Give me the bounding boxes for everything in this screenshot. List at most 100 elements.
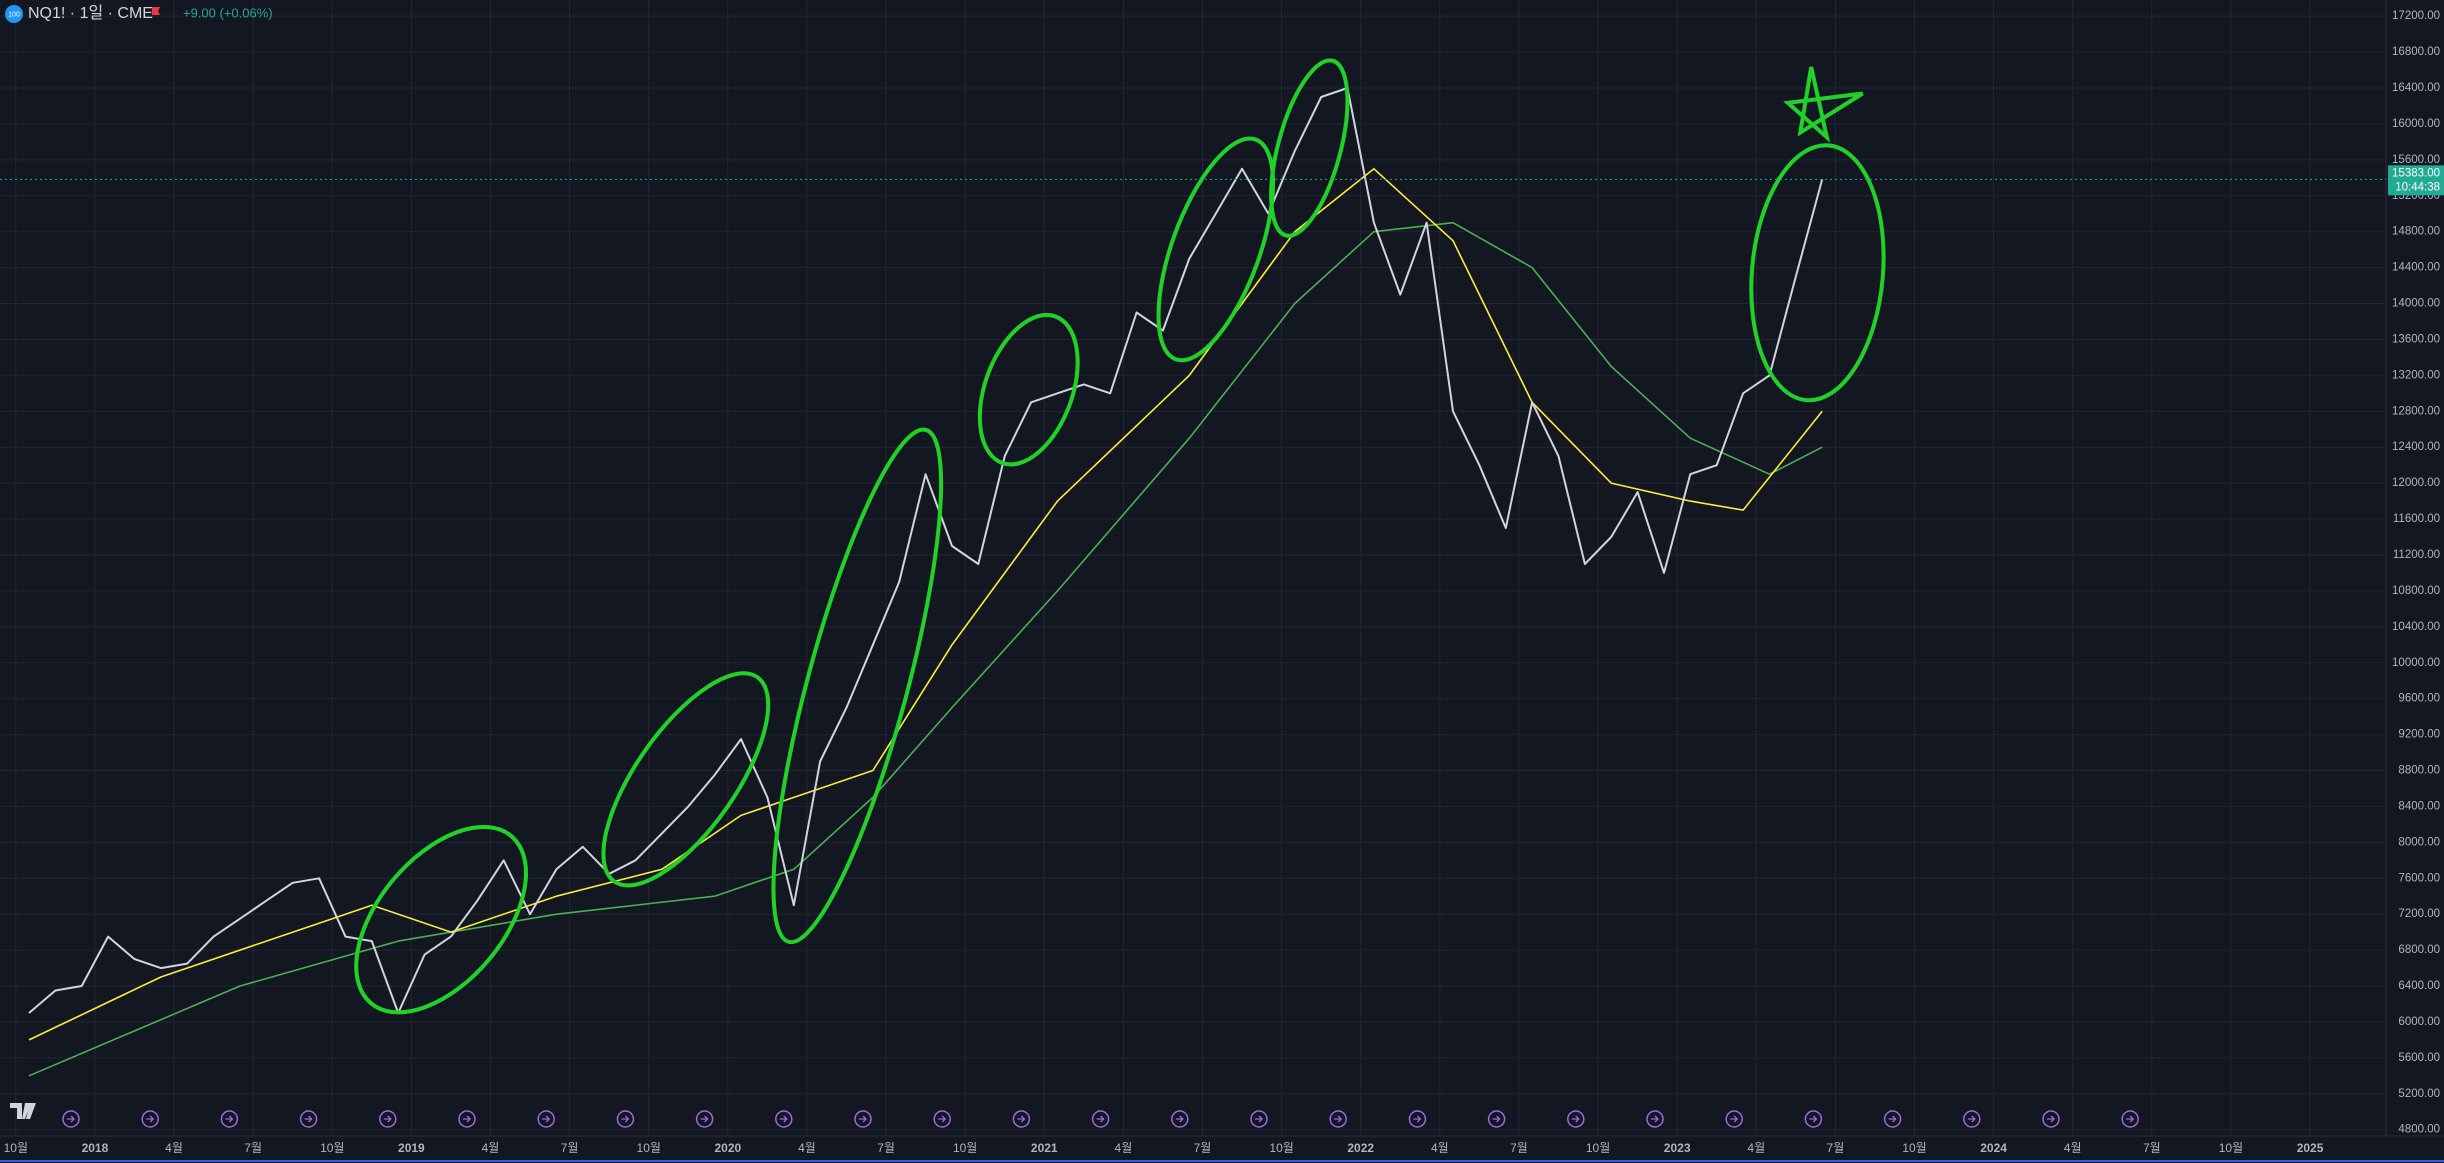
y-tick-label: 16400.00 bbox=[2392, 82, 2440, 94]
event-icon-arrow bbox=[1809, 1115, 1818, 1123]
y-tick-label: 10400.00 bbox=[2392, 621, 2440, 633]
x-tick-label: 4월 bbox=[482, 1141, 500, 1155]
x-tick-label: 10월 bbox=[637, 1141, 661, 1155]
event-icon-arrow bbox=[1096, 1115, 1105, 1123]
x-tick-label: 2019 bbox=[398, 1141, 425, 1155]
event-icon-arrow bbox=[1175, 1115, 1184, 1123]
series-line bbox=[28, 168, 1823, 1041]
y-tick-label: 15600.00 bbox=[2392, 154, 2440, 166]
symbol-title: NQ1! · 1일 · CME bbox=[28, 4, 153, 22]
x-tick-label: 2020 bbox=[714, 1141, 741, 1155]
x-tick-label: 4월 bbox=[1431, 1141, 1449, 1155]
drawing bbox=[1749, 143, 1886, 403]
x-tick-label: 4월 bbox=[2064, 1141, 2082, 1155]
price-change: +9.00 (+0.06%) bbox=[183, 5, 273, 20]
x-tick-label: 2022 bbox=[1347, 1141, 1374, 1155]
event-icon bbox=[1250, 1110, 1268, 1128]
event-icon-arrow bbox=[700, 1115, 709, 1123]
y-tick-label: 11600.00 bbox=[2393, 513, 2440, 525]
x-tick-label: 7월 bbox=[561, 1141, 579, 1155]
event-icon-arrow bbox=[859, 1115, 867, 1123]
event-icon bbox=[1883, 1110, 1902, 1128]
event-icon-arrow bbox=[1730, 1115, 1739, 1123]
x-tick-label: 7월 bbox=[1827, 1141, 1845, 1155]
event-icon-arrow bbox=[304, 1115, 313, 1123]
event-icon bbox=[379, 1110, 397, 1128]
event-icon-arrow bbox=[779, 1115, 788, 1123]
event-icon-arrow bbox=[542, 1115, 551, 1123]
y-tick-label: 7600.00 bbox=[2398, 872, 2440, 884]
y-tick-label: 8800.00 bbox=[2398, 765, 2440, 777]
y-tick-label: 6800.00 bbox=[2398, 944, 2440, 956]
event-icon-arrow bbox=[67, 1115, 75, 1123]
y-tick-label: 9200.00 bbox=[2398, 729, 2440, 741]
drawing bbox=[1156, 136, 1276, 363]
y-tick-label: 8400.00 bbox=[2398, 800, 2440, 812]
x-tick-label: 7월 bbox=[2143, 1141, 2161, 1155]
event-icon bbox=[775, 1110, 793, 1128]
event-icon bbox=[141, 1110, 159, 1128]
flag bbox=[152, 7, 160, 15]
drawing bbox=[1269, 58, 1350, 238]
y-tick-label: 13600.00 bbox=[2392, 333, 2440, 345]
x-tick-label: 2025 bbox=[2297, 1141, 2324, 1155]
drawing bbox=[601, 671, 771, 888]
y-tick-label: 14000.00 bbox=[2392, 298, 2440, 310]
event-icon-arrow bbox=[2126, 1115, 2135, 1123]
event-icon bbox=[1012, 1110, 1031, 1128]
y-tick-label: 14800.00 bbox=[2392, 226, 2440, 238]
drawing bbox=[354, 824, 528, 1015]
y-tick-label: 12000.00 bbox=[2392, 477, 2440, 489]
drawing bbox=[771, 427, 944, 945]
event-icon-arrow bbox=[621, 1115, 630, 1123]
tv-logo-shape bbox=[10, 1103, 36, 1119]
last-price-box bbox=[2388, 165, 2444, 196]
x-tick-label: 7월 bbox=[244, 1141, 262, 1155]
x-tick-label: 10월 bbox=[2219, 1141, 2243, 1155]
tv-logo bbox=[10, 1103, 36, 1119]
event-icon-arrow bbox=[1967, 1115, 1976, 1123]
y-tick-label: 5600.00 bbox=[2398, 1052, 2440, 1064]
event-icon-arrow bbox=[1334, 1115, 1343, 1123]
event-icon-arrow bbox=[1017, 1115, 1026, 1123]
y-tick-label: 10000.00 bbox=[2392, 657, 2440, 669]
logo-text: 100 bbox=[8, 11, 20, 18]
y-tick-label: 7200.00 bbox=[2398, 908, 2440, 920]
event-icon bbox=[1963, 1110, 1981, 1128]
event-icon bbox=[1804, 1110, 1823, 1128]
x-tick-label: 10월 bbox=[1586, 1141, 1610, 1155]
event-icon-arrow bbox=[1492, 1115, 1501, 1123]
x-tick-label: 2018 bbox=[82, 1141, 109, 1155]
event-icon bbox=[2042, 1110, 2060, 1128]
y-tick-label: 8000.00 bbox=[2398, 836, 2440, 848]
x-tick-label: 10월 bbox=[1902, 1141, 1926, 1155]
y-tick-label: 13200.00 bbox=[2392, 369, 2440, 381]
y-tick-label: 12800.00 bbox=[2392, 405, 2440, 417]
series-line bbox=[28, 221, 1823, 1077]
x-tick-label: 7월 bbox=[1194, 1141, 1212, 1155]
event-icon bbox=[1567, 1110, 1585, 1128]
event-icon bbox=[616, 1110, 635, 1128]
grid bbox=[0, 0, 2386, 1136]
event-icon bbox=[1408, 1110, 1427, 1128]
event-icon bbox=[62, 1110, 80, 1128]
event-icon bbox=[299, 1110, 318, 1128]
event-icon-arrow bbox=[146, 1115, 155, 1123]
event-icon bbox=[854, 1110, 872, 1128]
countdown-label: 10:44:38 bbox=[2395, 181, 2440, 193]
y-tick-label: 12400.00 bbox=[2392, 441, 2440, 453]
y-tick-label: 6000.00 bbox=[2398, 1016, 2440, 1028]
y-tick-label: 4800.00 bbox=[2398, 1124, 2440, 1136]
y-tick-label: 10800.00 bbox=[2392, 585, 2440, 597]
event-icon bbox=[1171, 1110, 1189, 1128]
x-tick-label: 10월 bbox=[4, 1141, 28, 1155]
x-tick-label: 7월 bbox=[877, 1141, 895, 1155]
drawing bbox=[1783, 66, 1864, 143]
y-tick-label: 16800.00 bbox=[2392, 46, 2440, 58]
drawings bbox=[354, 58, 1886, 1015]
x-tick-label: 7월 bbox=[1510, 1141, 1528, 1155]
event-icon bbox=[458, 1110, 476, 1128]
